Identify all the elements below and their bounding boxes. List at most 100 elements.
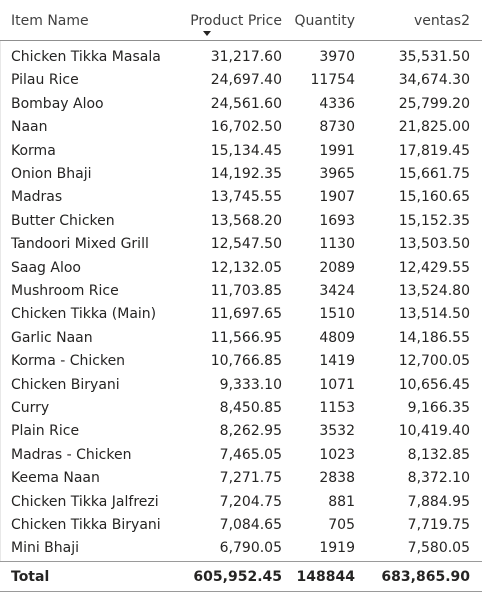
- cell-quantity: 2838: [319, 470, 355, 487]
- cell-item-name: Chicken Biryani: [11, 376, 120, 393]
- table-row[interactable]: Butter Chicken 13,568.20 1693 15,152.35: [0, 209, 482, 232]
- cell-quantity: 1991: [319, 142, 355, 159]
- cell-item-name: Chicken Tikka Masala: [11, 49, 161, 65]
- cell-quantity: 1419: [319, 353, 355, 370]
- table-row[interactable]: Pilau Rice 24,697.40 11754 34,674.30: [0, 68, 482, 91]
- cell-ventas2: 7,580.05: [407, 540, 470, 557]
- cell-quantity: 3424: [319, 283, 355, 299]
- total-label: Total: [11, 569, 50, 585]
- cell-ventas2: 7,719.75: [407, 517, 470, 533]
- cell-item-name: Naan: [11, 119, 48, 136]
- cell-quantity: 1907: [319, 189, 355, 206]
- cell-ventas2: 12,700.05: [398, 353, 470, 370]
- column-header-quantity[interactable]: Quantity: [294, 13, 356, 29]
- cell-product-price: 7,204.75: [219, 493, 282, 510]
- cell-ventas2: 25,799.20: [398, 95, 470, 112]
- table-row[interactable]: Mushroom Rice 11,703.85 3424 13,524.80: [0, 279, 482, 302]
- table-row[interactable]: Onion Bhaji 14,192.35 3965 15,661.75: [0, 162, 482, 185]
- cell-item-name: Curry: [11, 400, 50, 416]
- cell-ventas2: 10,419.40: [398, 423, 470, 440]
- cell-quantity: 4809: [319, 329, 355, 346]
- cell-ventas2: 13,514.50: [398, 306, 470, 323]
- cell-item-name: Plain Rice: [11, 423, 80, 440]
- cell-product-price: 13,745.55: [210, 189, 282, 206]
- cell-product-price: 9,333.10: [219, 376, 282, 393]
- cell-item-name: Bombay Aloo: [11, 95, 104, 112]
- cell-ventas2: 35,531.50: [398, 49, 470, 65]
- cell-ventas2: 34,674.30: [398, 72, 470, 89]
- cell-ventas2: 15,160.65: [398, 189, 470, 206]
- cell-product-price: 11,566.95: [210, 329, 282, 346]
- table-row[interactable]: Madras - Chicken 7,465.05 1023 8,132.85: [0, 443, 482, 466]
- cell-item-name: Chicken Tikka (Main): [11, 306, 157, 323]
- table-left-border: [0, 41, 1, 561]
- column-header-ventas2[interactable]: ventas2: [413, 13, 470, 29]
- cell-product-price: 24,697.40: [210, 72, 282, 89]
- cell-quantity: 881: [328, 493, 355, 510]
- total-price: 605,952.45: [193, 569, 282, 585]
- cell-item-name: Korma - Chicken: [11, 353, 126, 370]
- cell-item-name: Tandoori Mixed Grill: [11, 236, 149, 253]
- cell-product-price: 14,192.35: [210, 166, 282, 182]
- cell-product-price: 10,766.85: [210, 353, 282, 370]
- total-quantity: 148844: [296, 569, 355, 585]
- cell-ventas2: 13,524.80: [398, 283, 470, 299]
- column-header-item-name[interactable]: Item Name: [11, 13, 89, 29]
- cell-item-name: Madras - Chicken: [11, 446, 132, 463]
- cell-item-name: Chicken Tikka Biryani: [11, 517, 161, 533]
- cell-quantity: 1510: [319, 306, 355, 323]
- cell-product-price: 13,568.20: [210, 212, 282, 229]
- cell-product-price: 7,271.75: [219, 470, 282, 487]
- table-row[interactable]: Chicken Tikka Masala 31,217.60 3970 35,531.…: [0, 45, 482, 68]
- table-row[interactable]: Bombay Aloo 24,561.60 4336 25,799.20: [0, 92, 482, 115]
- table-row[interactable]: Madras 13,745.55 1907 15,160.65: [0, 185, 482, 208]
- cell-product-price: 11,697.65: [210, 306, 282, 323]
- cell-quantity: 8730: [319, 119, 355, 136]
- cell-ventas2: 13,503.50: [398, 236, 470, 253]
- cell-item-name: Onion Bhaji: [11, 166, 92, 182]
- cell-quantity: 1130: [319, 236, 355, 253]
- table-row[interactable]: Naan 16,702.50 8730 21,825.00: [0, 115, 482, 138]
- table-body[interactable]: Chicken Tikka Masala 31,217.60 3970 35,531.…: [0, 41, 482, 561]
- cell-quantity: 705: [328, 517, 355, 533]
- cell-item-name: Mini Bhaji: [11, 540, 80, 557]
- cell-product-price: 11,703.85: [210, 283, 282, 299]
- cell-product-price: 31,217.60: [210, 49, 282, 65]
- cell-product-price: 6,790.05: [219, 540, 282, 557]
- cell-quantity: 3970: [319, 49, 355, 65]
- cell-product-price: 12,132.05: [210, 259, 282, 276]
- cell-quantity: 11754: [310, 72, 355, 89]
- table-row[interactable]: Keema Naan 7,271.75 2838 8,372.10: [0, 466, 482, 489]
- cell-item-name: Chicken Tikka Jalfrezi: [11, 493, 159, 510]
- table-row[interactable]: Plain Rice 8,262.95 3532 10,419.40: [0, 419, 482, 442]
- cell-item-name: Mushroom Rice: [11, 283, 119, 299]
- table-row[interactable]: Saag Aloo 12,132.05 2089 12,429.55: [0, 256, 482, 279]
- cell-ventas2: 21,825.00: [398, 119, 470, 136]
- table-row[interactable]: Korma - Chicken 10,766.85 1419 12,700.05: [0, 349, 482, 372]
- total-sales: 683,865.90: [381, 569, 470, 585]
- cell-ventas2: 15,152.35: [398, 212, 470, 229]
- cell-product-price: 24,561.60: [210, 95, 282, 112]
- table-row[interactable]: Tandoori Mixed Grill 12,547.50 1130 13,503.…: [0, 232, 482, 255]
- table-row[interactable]: Chicken Tikka Jalfrezi 7,204.75 881 7,884.9…: [0, 490, 482, 513]
- table-row[interactable]: Garlic Naan 11,566.95 4809 14,186.55: [0, 326, 482, 349]
- cell-ventas2: 7,884.95: [407, 493, 470, 510]
- table-row[interactable]: Mini Bhaji 6,790.05 1919 7,580.05: [0, 536, 482, 559]
- cell-ventas2: 14,186.55: [398, 329, 470, 346]
- table-row[interactable]: Curry 8,450.85 1153 9,166.35: [0, 396, 482, 419]
- cell-ventas2: 8,132.85: [407, 446, 470, 463]
- cell-item-name: Madras: [11, 189, 63, 206]
- table-row[interactable]: Chicken Biryani 9,333.10 1071 10,656.45: [0, 373, 482, 396]
- cell-ventas2: 8,372.10: [407, 470, 470, 487]
- cell-quantity: 3965: [319, 166, 355, 182]
- cell-quantity: 2089: [319, 259, 355, 276]
- cell-product-price: 8,262.95: [219, 423, 282, 440]
- table-row[interactable]: Chicken Tikka Biryani 7,084.65 705 7,719.75: [0, 513, 482, 536]
- column-header-product-price[interactable]: Product Price: [190, 13, 282, 29]
- table-row[interactable]: Chicken Tikka (Main) 11,697.65 1510 13,514.…: [0, 302, 482, 325]
- cell-ventas2: 15,661.75: [398, 166, 470, 182]
- cell-ventas2: 17,819.45: [398, 142, 470, 159]
- table-row[interactable]: Korma 15,134.45 1991 17,819.45: [0, 139, 482, 162]
- table-total-row: Total 605,952.45 148844 683,865.90: [0, 561, 482, 592]
